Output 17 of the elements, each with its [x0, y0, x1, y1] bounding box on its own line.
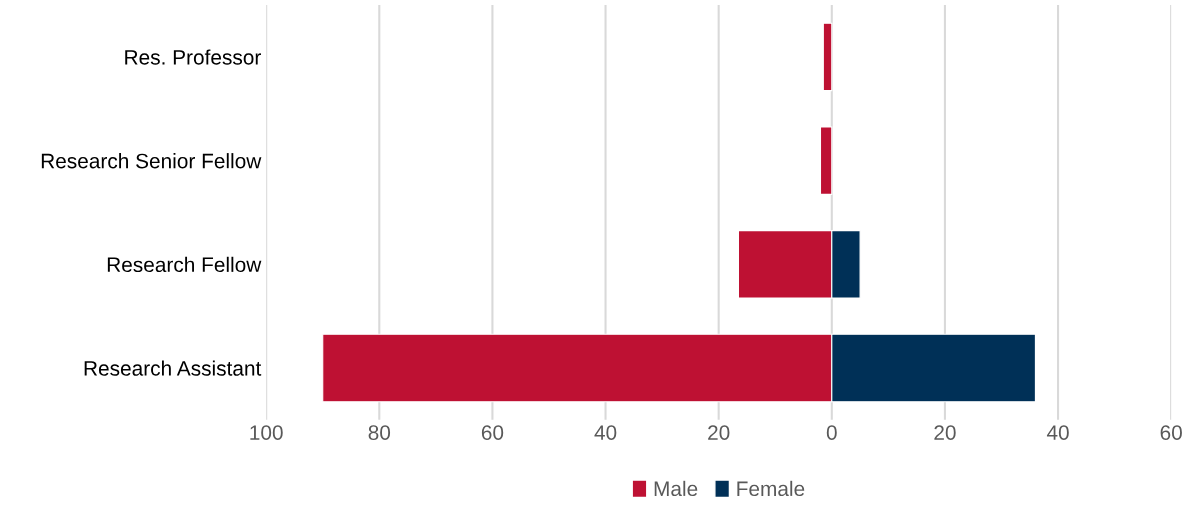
bar	[822, 22, 833, 92]
y-tick-label: Research Senior Fellow	[41, 153, 262, 169]
legend-label: Male	[654, 480, 698, 497]
legend-label: Female	[737, 480, 805, 497]
x-tick-label: 0	[826, 425, 837, 440]
x-tick-label: 60	[481, 425, 504, 440]
x-tick-label: 40	[594, 425, 617, 440]
bar	[819, 126, 833, 195]
x-tick-label: 20	[934, 425, 956, 440]
x-tick-label: 20	[708, 425, 730, 440]
x-tick-label: 80	[368, 425, 391, 440]
x-tick-label: 40	[1046, 425, 1069, 440]
y-tick-label: Research Fellow	[107, 256, 262, 273]
x-tick-label: 60	[1160, 425, 1182, 440]
x-tick-label: 100	[250, 425, 283, 440]
y-tick-label: Research Assistant	[84, 360, 262, 376]
y-tick-label: Res. Professor	[125, 49, 261, 65]
